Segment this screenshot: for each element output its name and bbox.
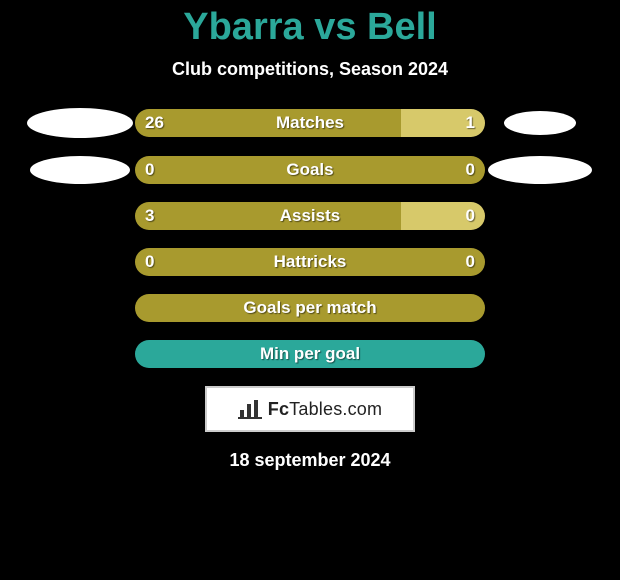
stat-bar: Min per goal	[135, 340, 485, 368]
left-player-icon-0	[25, 108, 135, 138]
left-player-icon-1	[25, 156, 135, 184]
logo-part1: Fc	[268, 399, 289, 419]
ellipse-icon	[30, 156, 130, 184]
right-player-icon-1	[485, 156, 595, 184]
stat-row-matches: 26 Matches 1	[0, 108, 620, 138]
stat-bar: Goals per match	[135, 294, 485, 322]
stat-bar: 0 Hattricks 0	[135, 248, 485, 276]
stat-bar: 0 Goals 0	[135, 156, 485, 184]
stat-bar: 26 Matches 1	[135, 109, 485, 137]
page-title: Ybarra vs Bell	[0, 0, 620, 49]
ellipse-icon	[488, 156, 592, 184]
barchart-icon	[238, 398, 262, 420]
logo-part3: .com	[342, 399, 382, 419]
stat-row-gpm: Goals per match	[0, 294, 620, 322]
stat-bar: 3 Assists 0	[135, 202, 485, 230]
stat-row-goals: 0 Goals 0	[0, 156, 620, 184]
ellipse-icon	[504, 111, 576, 135]
page-subtitle: Club competitions, Season 2024	[0, 59, 620, 80]
logo-text: FcTables.com	[268, 399, 382, 420]
right-player-icon-0	[485, 111, 595, 135]
stat-row-hattricks: 0 Hattricks 0	[0, 248, 620, 276]
fctables-logo: FcTables.com	[205, 386, 415, 432]
comparison-stage: 26 Matches 1 0 Goals 0 3 Assists	[0, 108, 620, 368]
logo-part2: Tables	[289, 399, 342, 419]
stat-row-mpg: Min per goal	[0, 340, 620, 368]
ellipse-icon	[27, 108, 133, 138]
stat-row-assists: 3 Assists 0	[0, 202, 620, 230]
page-date: 18 september 2024	[0, 450, 620, 471]
